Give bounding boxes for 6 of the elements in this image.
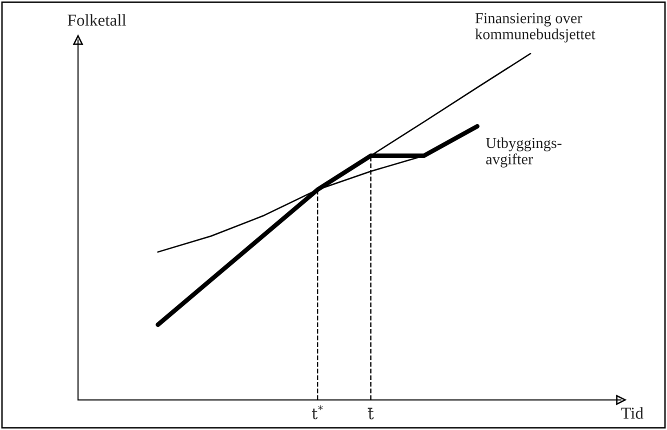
y-axis-title: Folketall	[68, 14, 126, 26]
x-tick-label: t̄	[368, 408, 374, 420]
series-label: Finansiering over kommunebudsjettet	[475, 13, 596, 42]
x-tick-label: t$^{*}$	[312, 405, 323, 420]
series-label: Utbyggings- avgifter	[486, 137, 562, 168]
x-axis-title: Tid	[621, 407, 644, 419]
